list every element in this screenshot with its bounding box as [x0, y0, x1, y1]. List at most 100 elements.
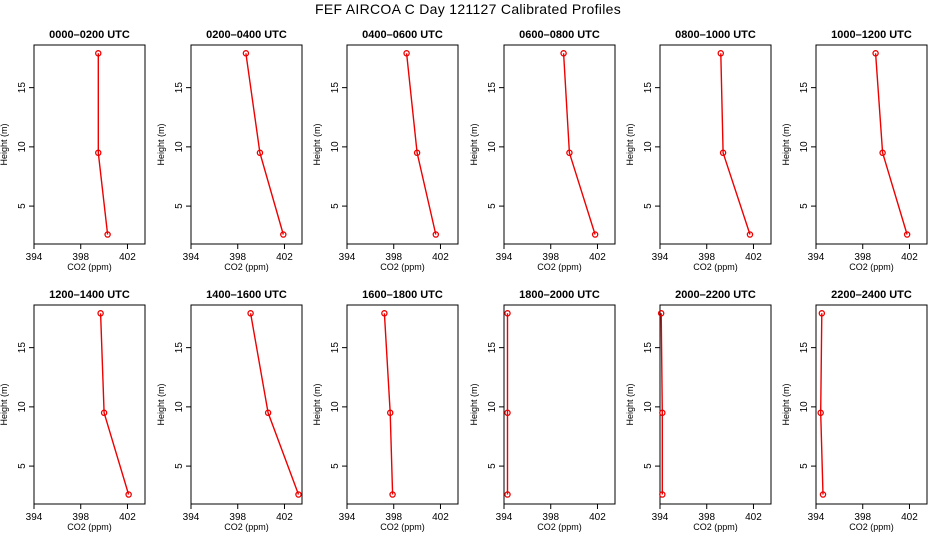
y-axis-label: Height (m): [156, 383, 166, 425]
data-point: [95, 149, 102, 157]
x-axis-label: CO2 (ppm): [537, 522, 582, 532]
y-tick-label: 5: [17, 463, 28, 469]
plot-frame: [815, 44, 928, 245]
y-tick-label: 5: [643, 463, 654, 469]
profile-line: [383, 313, 394, 495]
data-point: [97, 310, 104, 317]
x-tick-label: 398: [854, 252, 871, 263]
data-point: [432, 231, 440, 238]
panel-10: 1800–2000 UTC 394 398 402 5 10 15 CO2 (ppm) Heig…: [469, 289, 616, 532]
y-tick-label: 15: [487, 342, 498, 354]
x-tick-label: 394: [496, 512, 513, 523]
x-tick-label: 398: [385, 252, 402, 263]
plot-frame: [503, 304, 616, 505]
y-tick-label: 15: [330, 342, 341, 354]
x-tick-label: 402: [589, 512, 606, 523]
figure-title: FEF AIRCOA C Day 121127 Calibrated Profi…: [315, 1, 621, 17]
x-tick-label: 402: [901, 252, 918, 263]
data-point: [717, 50, 725, 57]
y-tick-label: 10: [799, 401, 810, 413]
profile-line: [249, 313, 300, 495]
x-axis-label: CO2 (ppm): [693, 262, 738, 272]
panel-title: 0000–0200 UTC: [49, 29, 130, 41]
data-point: [819, 491, 827, 498]
panel-3: 0400–0600 UTC 394 398 402 5 10 15 CO2 (ppm) Heig…: [312, 29, 459, 272]
data-point: [879, 149, 886, 157]
panel-title: 1400–1600 UTC: [206, 289, 287, 301]
profile-line: [720, 53, 751, 235]
y-tick-label: 5: [487, 463, 498, 469]
y-tick-label: 15: [174, 82, 185, 94]
data-point: [386, 409, 394, 417]
plot-frame: [659, 304, 772, 505]
data-point: [413, 149, 421, 157]
x-tick-label: 394: [339, 512, 356, 523]
panel-6: 1000–1200 UTC 394 398 402 5 10 15 CO2 (ppm) Heig…: [781, 29, 928, 272]
plot-frame: [815, 304, 928, 505]
data-point: [872, 50, 879, 57]
x-axis-label: CO2 (ppm): [849, 522, 894, 532]
x-tick-label: 398: [542, 512, 559, 523]
y-tick-label: 15: [643, 342, 654, 354]
y-tick-label: 15: [17, 342, 28, 354]
data-point: [95, 50, 102, 57]
plot-frame: [33, 44, 146, 245]
data-point: [817, 409, 824, 417]
data-point: [566, 149, 573, 157]
panel-7: 1200–1400 UTC 394 398 402 5 10 15 CO2 (ppm) Heig…: [0, 289, 146, 532]
data-point: [659, 409, 666, 417]
y-axis-label: Height (m): [156, 123, 166, 165]
x-tick-label: 394: [339, 252, 356, 263]
x-tick-label: 402: [901, 512, 918, 523]
x-tick-label: 394: [183, 512, 200, 523]
panel-title: 0200–0400 UTC: [206, 29, 287, 41]
y-tick-label: 15: [799, 342, 810, 354]
panel-2: 0200–0400 UTC 394 398 402 5 10 15 CO2 (ppm) Heig…: [156, 29, 303, 272]
x-axis-label: CO2 (ppm): [224, 262, 269, 272]
y-axis-label: Height (m): [625, 383, 635, 425]
x-tick-label: 398: [542, 252, 559, 263]
y-tick-label: 5: [487, 203, 498, 209]
y-tick-label: 10: [643, 141, 654, 153]
data-point: [719, 149, 727, 157]
x-axis-label: CO2 (ppm): [380, 262, 425, 272]
x-tick-label: 394: [808, 252, 825, 263]
profile-line: [660, 313, 663, 495]
x-tick-label: 394: [183, 252, 200, 263]
y-axis-label: Height (m): [625, 123, 635, 165]
data-point: [818, 310, 826, 317]
profile-line: [562, 53, 596, 235]
y-tick-label: 15: [330, 82, 341, 94]
y-axis-label: Height (m): [312, 383, 322, 425]
x-tick-label: 398: [854, 512, 871, 523]
y-tick-label: 10: [330, 141, 341, 153]
data-point: [560, 50, 567, 57]
x-axis-label: CO2 (ppm): [693, 522, 738, 532]
plot-frame: [346, 304, 459, 505]
panel-title: 2000–2200 UTC: [675, 289, 756, 301]
x-tick-label: 394: [496, 252, 513, 263]
x-tick-label: 398: [229, 512, 246, 523]
data-point: [504, 409, 511, 417]
panel-1: 0000–0200 UTC 394 398 402 5 10 15 CO2 (ppm) Heig…: [0, 29, 146, 272]
y-tick-label: 15: [643, 82, 654, 94]
data-point: [247, 310, 254, 317]
data-point: [242, 50, 250, 57]
plot-frame: [346, 44, 459, 245]
data-point: [280, 231, 287, 238]
x-tick-label: 394: [808, 512, 825, 523]
data-point: [746, 231, 754, 238]
y-tick-label: 5: [330, 463, 341, 469]
plot-frame: [190, 304, 303, 505]
data-point: [295, 491, 302, 498]
x-tick-label: 394: [652, 512, 669, 523]
y-tick-label: 5: [799, 463, 810, 469]
panel-title: 0600–0800 UTC: [519, 29, 600, 41]
panel-title: 1200–1400 UTC: [49, 289, 130, 301]
data-point: [903, 231, 911, 238]
data-point: [504, 491, 511, 498]
y-tick-label: 15: [174, 342, 185, 354]
x-axis-label: CO2 (ppm): [537, 262, 582, 272]
data-point: [100, 409, 108, 417]
y-tick-label: 10: [799, 141, 810, 153]
